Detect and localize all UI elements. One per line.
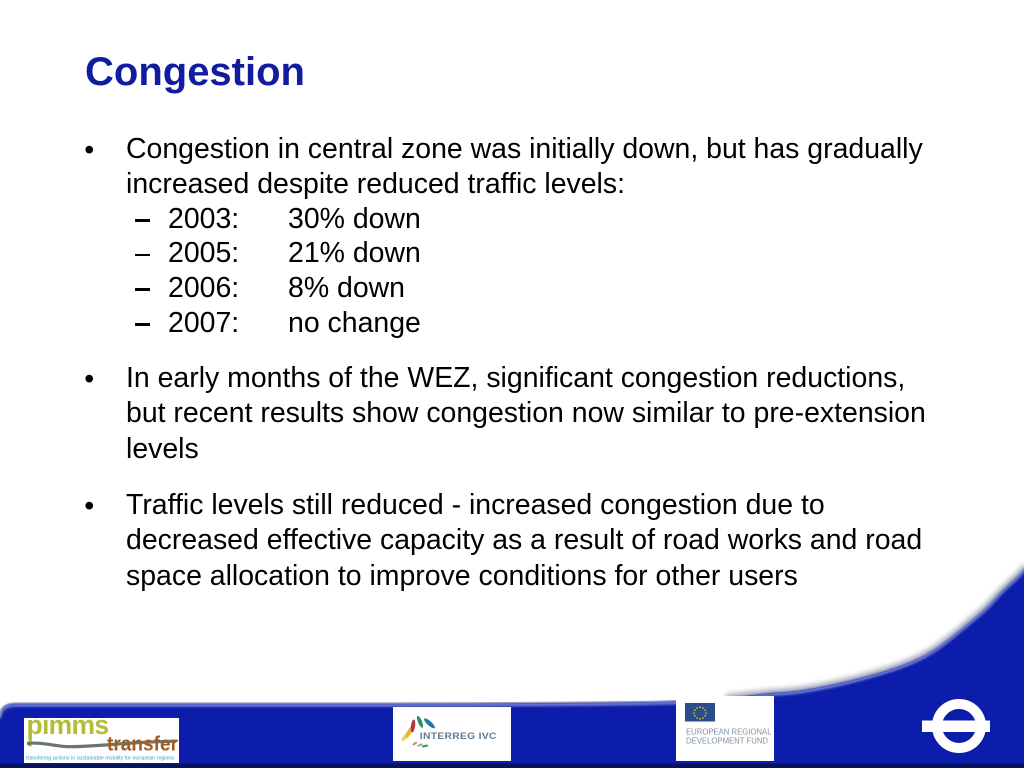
- svg-text:pimms: pimms: [27, 718, 109, 740]
- svg-text:transfering actions in sustain: transfering actions in sustainable mobil…: [26, 756, 174, 762]
- svg-text:DEVELOPMENT FUND: DEVELOPMENT FUND: [686, 736, 768, 746]
- svg-text:EUROPEAN REGIONAL: EUROPEAN REGIONAL: [686, 727, 772, 737]
- svg-text:transfer: transfer: [107, 734, 178, 756]
- svg-text:INTERREG IVC: INTERREG IVC: [420, 731, 497, 741]
